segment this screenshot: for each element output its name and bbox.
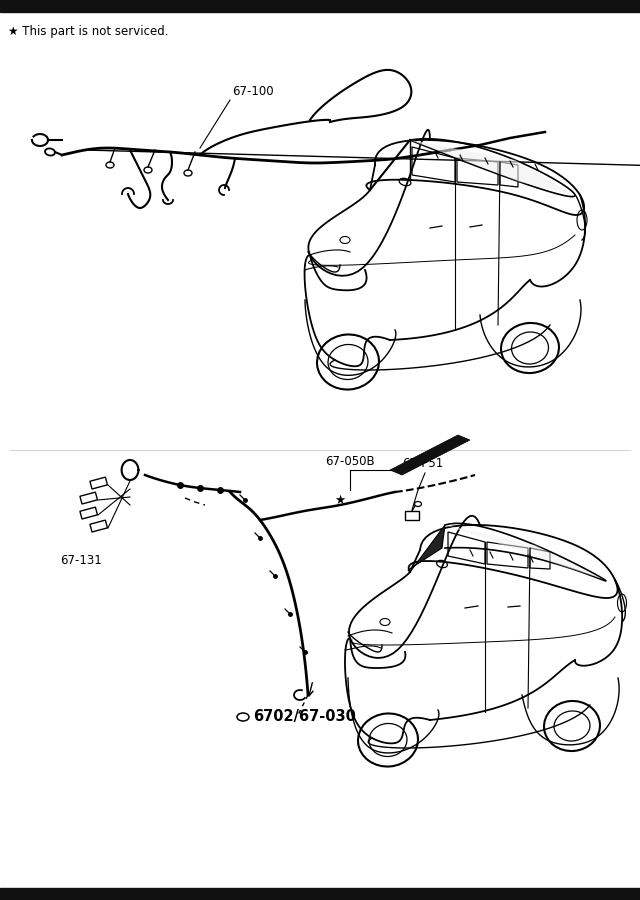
Bar — [0, 888, 640, 900]
Bar — [90, 477, 108, 489]
Bar — [0, 0, 640, 12]
Text: 67-050B: 67-050B — [325, 455, 375, 468]
Polygon shape — [445, 525, 605, 580]
Bar — [405, 511, 419, 520]
Polygon shape — [408, 525, 445, 572]
Bar — [80, 492, 97, 504]
Text: 6702/67-030: 6702/67-030 — [253, 709, 356, 725]
Text: 67-131: 67-131 — [60, 554, 102, 566]
Text: 67-100: 67-100 — [232, 85, 274, 98]
Text: 67-P51: 67-P51 — [402, 457, 444, 470]
Text: ★ This part is not serviced.: ★ This part is not serviced. — [8, 25, 168, 38]
Polygon shape — [410, 140, 575, 195]
Polygon shape — [390, 435, 470, 475]
Bar — [80, 507, 97, 519]
Text: ★: ★ — [334, 493, 346, 507]
Bar — [90, 520, 108, 532]
